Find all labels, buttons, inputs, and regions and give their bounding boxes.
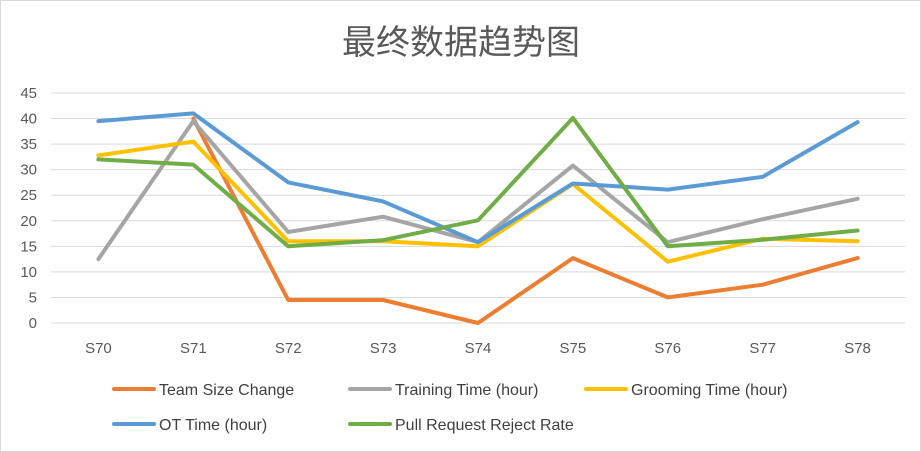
- y-tick-label: 10: [20, 264, 37, 281]
- series-line-4: [96, 116, 860, 249]
- y-tick-label: 30: [20, 162, 37, 179]
- x-tick-label: S77: [749, 340, 776, 357]
- x-tick-label: S76: [654, 340, 681, 357]
- chart-title: 最终数据趋势图: [342, 23, 580, 63]
- series-line-3: [96, 111, 860, 245]
- legend: Team Size Change Training Time (hour) Groo…: [112, 382, 788, 434]
- y-tick-label: 20: [20, 213, 37, 230]
- x-tick-label: S72: [275, 340, 302, 357]
- y-tick-label: 0: [29, 315, 37, 332]
- series-line-2: [96, 139, 860, 264]
- y-tick-label: 45: [20, 85, 37, 102]
- legend-label: Grooming Time (hour): [631, 382, 788, 399]
- legend-label: Training Time (hour): [395, 382, 538, 399]
- y-tick-label: 35: [20, 136, 37, 153]
- y-tick-label: 40: [20, 111, 37, 128]
- x-axis-ticks: S70 S71 S72 S73 S74 S75 S76 S77 S78: [85, 340, 871, 357]
- y-axis-ticks: 0 5 10 15 20 25 30 35 40 45: [20, 85, 37, 332]
- x-tick-label: S74: [465, 340, 492, 357]
- legend-label: Team Size Change: [159, 382, 294, 399]
- series-line-1: [96, 119, 860, 262]
- series-line-0: [191, 116, 860, 325]
- legend-label: OT Time (hour): [159, 417, 267, 434]
- x-tick-label: S78: [844, 340, 871, 357]
- x-tick-label: S73: [370, 340, 397, 357]
- x-tick-label: S71: [180, 340, 207, 357]
- series-lines: [96, 111, 860, 325]
- x-tick-label: S70: [85, 340, 112, 357]
- x-tick-label: S75: [560, 340, 587, 357]
- y-tick-label: 25: [20, 187, 37, 204]
- y-tick-label: 15: [20, 238, 37, 255]
- y-tick-label: 5: [29, 289, 37, 306]
- gridlines: [51, 92, 905, 324]
- legend-label: Pull Request Reject Rate: [395, 417, 574, 434]
